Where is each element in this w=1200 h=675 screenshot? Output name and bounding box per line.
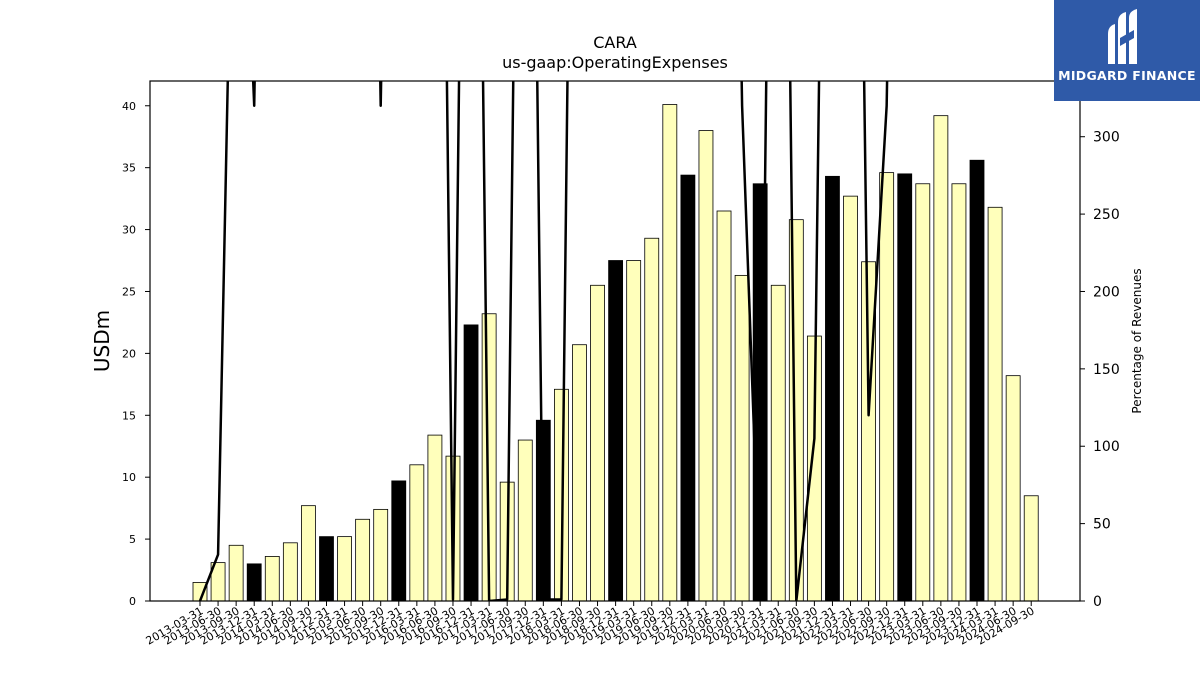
bar-2018-12-31 [608,260,624,601]
bar-2021-03-31 [770,284,786,601]
bar-2022-09-30 [879,172,895,601]
bar-2015-09-30 [373,508,389,601]
bar-2022-12-31 [897,173,913,601]
bar-2019-12-31 [680,174,696,601]
chart-subtitle: us-gaap:OperatingExpenses [502,53,728,72]
x-axis: 2013-03-312013-06-302013-09-302013-12-31… [144,601,1037,648]
bar-2023-09-30 [951,183,967,601]
bar-2013-09-30 [228,544,244,601]
y-right-tick-label: 300 [1093,130,1120,146]
y-tick-label: 10 [122,471,136,484]
bar-2020-03-31 [698,130,714,601]
y-axis-label: USDm [90,310,114,372]
bar-2014-09-30 [301,505,316,601]
bar-2021-09-30 [806,335,822,601]
bar-2023-03-31 [915,183,931,601]
bar-2019-09-30 [662,104,678,601]
bar-2020-06-30 [716,210,732,601]
bar-2017-09-30 [517,439,533,601]
bar-2020-09-30 [734,274,750,601]
bar-2024-03-31 [987,206,1003,601]
bar-2019-03-31 [626,260,642,601]
bar-2014-03-31 [264,556,280,601]
bar-2016-12-31 [463,324,479,601]
y-right-tick-label: 150 [1093,362,1120,378]
y-right-tick-label: 0 [1093,594,1102,610]
y-right-tick-label: 50 [1093,517,1111,533]
y-right-tick-label: 100 [1093,439,1120,455]
midgard-finance-logo: MIDGARD FINANCE [1054,0,1200,101]
bar-2015-06-30 [355,518,371,601]
bar-2018-09-30 [590,284,605,601]
bar-2016-06-30 [427,434,443,601]
y-axis-right: 0 50 100 150 200 250 300 [1080,130,1120,610]
logo-mark-icon [1108,9,1137,64]
logo-text: MIDGARD FINANCE [1058,68,1196,83]
bars [192,104,1039,601]
chart-title: CARA [593,33,637,52]
bar-2015-03-31 [337,536,352,601]
plot-frame [149,80,1081,602]
y-tick-label: 5 [129,533,136,546]
y-tick-label: 15 [122,409,136,422]
y-tick-label: 0 [129,595,136,608]
y-tick-label: 35 [122,162,136,175]
bar-2014-12-31 [319,536,334,601]
bar-2016-03-31 [409,464,425,601]
y-tick-label: 20 [122,347,136,360]
y-right-tick-label: 200 [1093,284,1120,300]
bar-2024-09-30 [1023,495,1039,601]
y-right-tick-label: 250 [1093,207,1120,223]
y-tick-label: 30 [122,224,136,237]
bar-2015-12-31 [391,480,407,601]
y-tick-label: 25 [122,285,136,298]
bar-2021-12-31 [825,175,840,601]
bar-2018-06-30 [572,344,587,601]
bar-2024-06-30 [1005,375,1021,601]
bar-2019-06-30 [644,237,660,601]
bar-2023-06-30 [933,115,949,601]
y-axis-left: 0 5 10 15 20 25 30 35 40 [122,100,150,608]
y-axis-right-label: Percentage of Revenues [1130,268,1144,413]
y-tick-label: 40 [122,100,136,113]
bar-2014-06-30 [282,542,298,601]
bar-2023-12-31 [969,159,985,601]
bar-2022-03-31 [843,195,858,601]
bar-2013-12-31 [246,563,262,601]
